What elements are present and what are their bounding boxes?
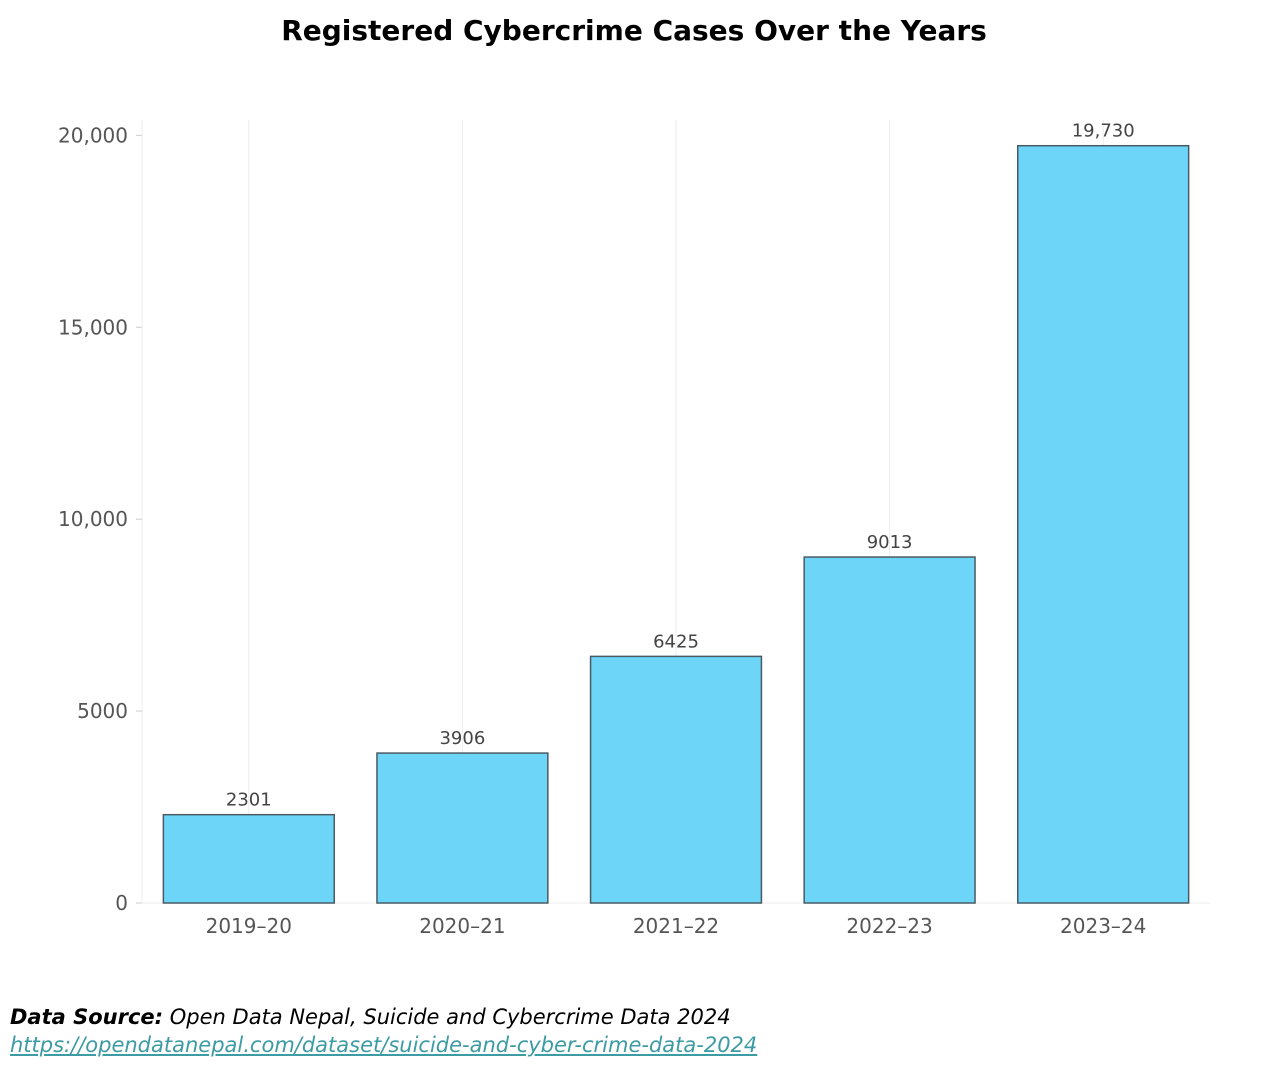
chart-title: Registered Cybercrime Cases Over the Yea… (281, 14, 987, 47)
x-tick-label: 2020–21 (419, 914, 505, 938)
x-tick-label: 2019–20 (206, 914, 292, 938)
data-label: 19,730 (1072, 121, 1135, 142)
x-tick-label: 2023–24 (1060, 914, 1146, 938)
y-tick-label: 15,000 (58, 315, 128, 339)
bar-2021–22 (589, 655, 763, 904)
y-axis-tick-labels: 0 5000 10,000 15,000 20,000 (58, 123, 142, 915)
data-source-note: Data Source: Open Data Nepal, Suicide an… (10, 1003, 731, 1031)
bar-2020–21 (376, 752, 549, 904)
data-labels: 2301 3906 6425 9013 19,730 (226, 121, 1135, 811)
data-source-label: Data Source: (10, 1005, 164, 1029)
y-tick-label: 5000 (77, 699, 128, 723)
data-source-text: Open Data Nepal, Suicide and Cybercrime … (169, 1005, 731, 1029)
x-tick-label: 2021–22 (633, 914, 719, 938)
y-tick-label: 0 (115, 891, 128, 915)
data-label: 9013 (867, 532, 913, 553)
data-label: 3906 (439, 728, 485, 749)
y-tick-label: 10,000 (58, 507, 128, 531)
bars (162, 144, 1190, 904)
data-source-link[interactable]: https://opendatanepal.com/dataset/suicid… (10, 1033, 758, 1057)
data-label: 6425 (653, 631, 699, 652)
bar-2022–23 (803, 556, 976, 904)
x-tick-label: 2022–23 (846, 914, 932, 938)
y-tick-label: 20,000 (58, 123, 128, 147)
bar-2019–20 (162, 813, 335, 904)
data-label: 2301 (226, 790, 272, 811)
x-axis-tick-labels: 2019–20 2020–21 2021–22 2022–23 2023–24 (206, 914, 1147, 938)
bar-2023–24 (1017, 144, 1190, 904)
